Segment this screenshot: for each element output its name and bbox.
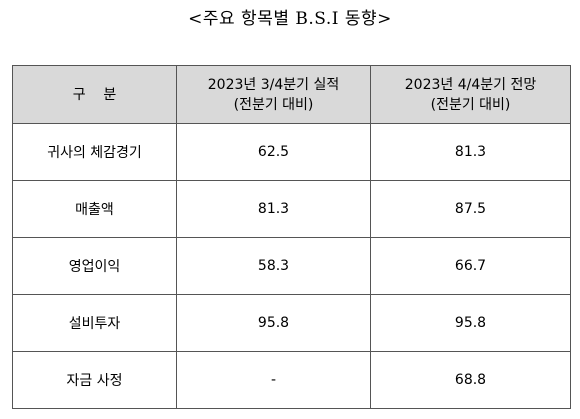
table-row: 영업이익 58.3 66.7 bbox=[12, 237, 571, 295]
table-row: 매출액 81.3 87.5 bbox=[12, 180, 571, 238]
cell-value: 87.5 bbox=[370, 180, 571, 238]
table-row: 귀사의 체감경기 62.5 81.3 bbox=[12, 123, 571, 181]
column-header: 구 분 bbox=[12, 65, 177, 124]
row-label: 설비투자 bbox=[12, 294, 177, 352]
cell-value: 81.3 bbox=[176, 180, 371, 238]
cell-value: - bbox=[176, 351, 371, 409]
bsi-table: 구 분 2023년 3/4분기 실적 (전분기 대비) 2023년 4/4분기 전망 (… bbox=[12, 65, 571, 409]
row-label: 자금 사정 bbox=[12, 351, 177, 409]
cell-value: 66.7 bbox=[370, 237, 571, 295]
header-line: 2023년 4/4분기 전망 bbox=[404, 76, 537, 93]
row-label: 영업이익 bbox=[12, 237, 177, 295]
table-body: 귀사의 체감경기 62.5 81.3 매출액 81.3 87.5 영업이익 58.3 66.7 설… bbox=[12, 123, 571, 409]
header-line: (전분기 대비) bbox=[430, 96, 511, 113]
cell-value: 68.8 bbox=[370, 351, 571, 409]
column-header: 2023년 4/4분기 전망 (전분기 대비) bbox=[370, 65, 571, 124]
header-line: 2023년 3/4분기 실적 bbox=[207, 76, 340, 93]
cell-value: 81.3 bbox=[370, 123, 571, 181]
table-row: 자금 사정 -68.8 bbox=[12, 351, 571, 409]
header-line: (전분기 대비) bbox=[233, 96, 314, 113]
row-label: 귀사의 체감경기 bbox=[12, 123, 177, 181]
column-header: 2023년 3/4분기 실적 (전분기 대비) bbox=[176, 65, 371, 124]
cell-value: 95.8 bbox=[370, 294, 571, 352]
cell-value: 62.5 bbox=[176, 123, 371, 181]
title: <주요 항목별 B.S.I 동향> bbox=[188, 9, 392, 29]
cell-value: 58.3 bbox=[176, 237, 371, 295]
header-row: 구 분 2023년 3/4분기 실적 (전분기 대비) 2023년 4/4분기 전망 (… bbox=[12, 65, 571, 124]
row-label: 매출액 bbox=[12, 180, 177, 238]
header-line: 구 분 bbox=[72, 86, 117, 103]
cell-value: 95.8 bbox=[176, 294, 371, 352]
table-row: 설비투자 95.8 95.8 bbox=[12, 294, 571, 352]
